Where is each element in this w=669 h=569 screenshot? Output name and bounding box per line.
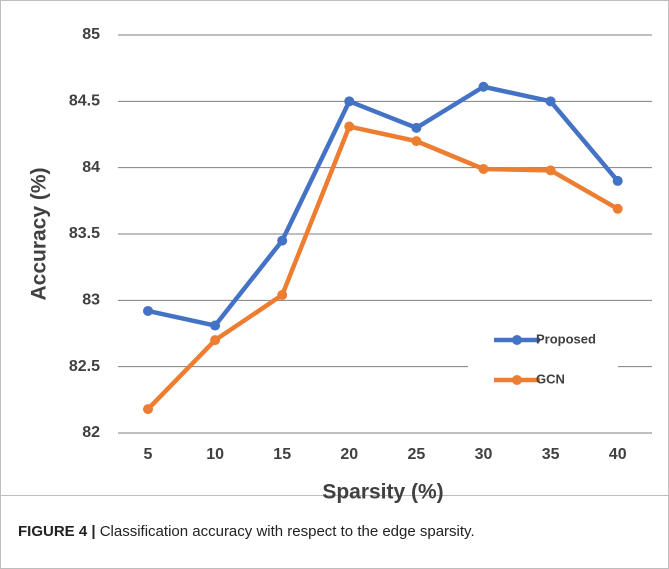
data-point xyxy=(612,175,623,186)
y-tick-label: 83.5 xyxy=(69,225,100,242)
data-point xyxy=(344,121,355,132)
data-point xyxy=(545,96,556,107)
caption-label: FIGURE 4 | xyxy=(18,523,96,540)
y-tick-label: 83 xyxy=(82,292,100,309)
data-point xyxy=(411,122,422,133)
x-tick-label: 5 xyxy=(144,446,153,463)
x-tick-label: 35 xyxy=(542,446,560,463)
caption: FIGURE 4 | Classification accuracy with … xyxy=(18,523,475,540)
legend-label: GCN xyxy=(536,371,565,386)
data-point xyxy=(612,203,623,214)
data-point xyxy=(478,163,489,174)
data-point xyxy=(545,165,556,176)
legend-label: Proposed xyxy=(536,331,596,346)
legend-marker xyxy=(512,375,522,385)
data-point xyxy=(277,235,288,246)
x-axis-title: Sparsity (%) xyxy=(322,481,443,504)
data-point xyxy=(210,335,221,346)
series-line xyxy=(147,84,620,328)
y-tick-label: 82 xyxy=(82,424,100,441)
y-tick-label: 85 xyxy=(82,26,100,43)
data-point xyxy=(210,320,221,331)
data-point xyxy=(277,290,288,301)
caption-text: Classification accuracy with respect to … xyxy=(100,523,475,540)
data-point xyxy=(478,81,489,92)
data-point xyxy=(143,404,153,415)
y-axis-title: Accuracy (%) xyxy=(28,167,51,300)
y-tick-label: 82.5 xyxy=(69,358,100,375)
legend-marker xyxy=(512,335,522,345)
data-point xyxy=(143,305,153,316)
x-tick-label: 15 xyxy=(273,446,291,463)
x-tick-label: 40 xyxy=(609,446,627,463)
legend-box xyxy=(468,322,618,397)
x-tick-label: 25 xyxy=(408,446,426,463)
series-line xyxy=(146,124,619,411)
data-point xyxy=(344,96,355,107)
x-tick-label: 10 xyxy=(206,446,224,463)
y-tick-label: 84 xyxy=(82,159,100,176)
y-tick-label: 84.5 xyxy=(69,93,100,110)
x-tick-label: 20 xyxy=(340,446,358,463)
data-point xyxy=(411,136,422,147)
x-tick-label: 30 xyxy=(475,446,493,463)
